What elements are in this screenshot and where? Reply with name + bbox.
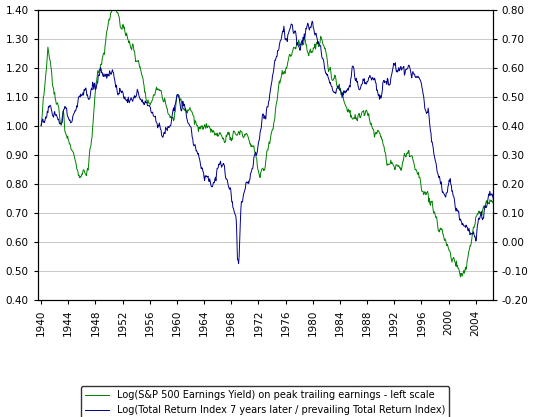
Log(S&P 500 Earnings Yield) on peak trailing earnings - left scale: [305, 53, 312, 58]
Log(S&P 500 Earnings Yield) on peak trailing earnings - left scale: [111, 1, 117, 6]
Log(S&P 500 Earnings Yield) on peak trailing earnings - left scale: [38, 123, 44, 128]
Log(Total Return Index 7 years later / prevailing Total Return Index): [492, 196, 499, 201]
Log(Total Return Index 7 years later / prevailing Total Return Index): [50, 114, 56, 119]
Log(Total Return Index 7 years later / prevailing Total Return Index): [234, 257, 241, 262]
Log(Total Return Index 7 years later / prevailing Total Return Index): [309, 19, 316, 24]
Log(Total Return Index 7 years later / prevailing Total Return Index): [38, 123, 44, 128]
Log(S&P 500 Earnings Yield) on peak trailing earnings - left scale: [235, 131, 241, 136]
Log(Total Return Index 7 years later / prevailing Total Return Index): [317, 43, 323, 48]
Log(Total Return Index 7 years later / prevailing Total Return Index): [305, 25, 312, 30]
Log(Total Return Index 7 years later / prevailing Total Return Index): [89, 87, 95, 92]
Line: Log(Total Return Index 7 years later / prevailing Total Return Index): Log(Total Return Index 7 years later / p…: [41, 21, 496, 264]
Log(S&P 500 Earnings Yield) on peak trailing earnings - left scale: [316, 42, 323, 47]
Line: Log(S&P 500 Earnings Yield) on peak trailing earnings - left scale: Log(S&P 500 Earnings Yield) on peak trai…: [41, 3, 496, 277]
Log(Total Return Index 7 years later / prevailing Total Return Index): [235, 261, 242, 266]
Log(S&P 500 Earnings Yield) on peak trailing earnings - left scale: [457, 274, 464, 279]
Log(Total Return Index 7 years later / prevailing Total Return Index): [437, 178, 443, 183]
Log(S&P 500 Earnings Yield) on peak trailing earnings - left scale: [89, 135, 95, 140]
Log(S&P 500 Earnings Yield) on peak trailing earnings - left scale: [492, 196, 499, 201]
Log(S&P 500 Earnings Yield) on peak trailing earnings - left scale: [50, 84, 56, 89]
Log(S&P 500 Earnings Yield) on peak trailing earnings - left scale: [436, 229, 443, 234]
Legend: Log(S&P 500 Earnings Yield) on peak trailing earnings - left scale, Log(Total Re: Log(S&P 500 Earnings Yield) on peak trai…: [81, 387, 449, 417]
